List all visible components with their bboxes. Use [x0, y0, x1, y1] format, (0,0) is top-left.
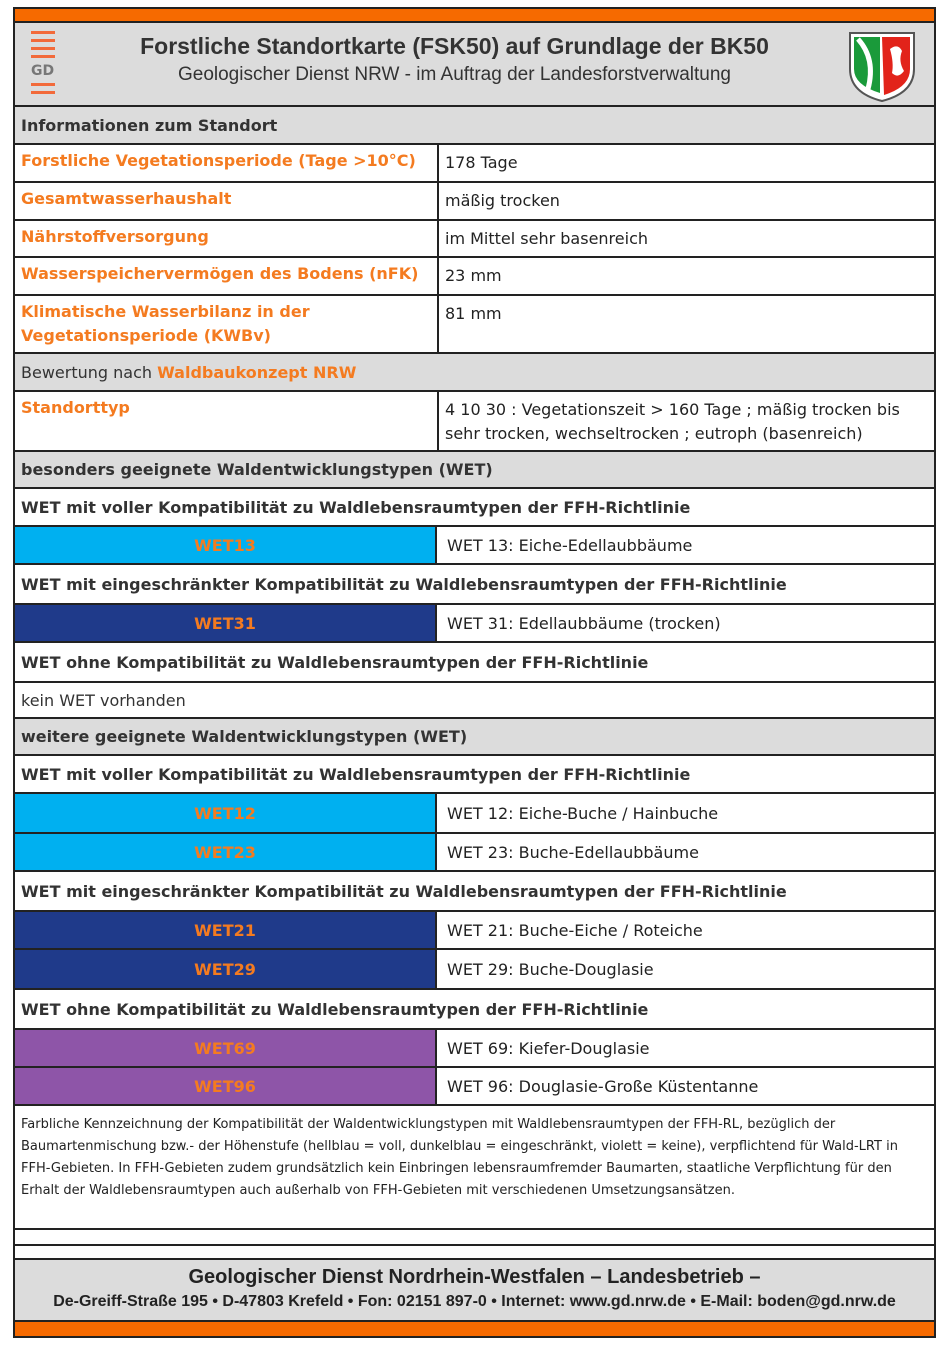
- wet-row: WET69 WET 69: Kiefer-Douglasie: [15, 1030, 934, 1068]
- footer-contact: De-Greiff-Straße 195 • D-47803 Krefeld •…: [53, 1293, 896, 1310]
- footer: Geologischer Dienst Nordrhein-Westfalen …: [15, 1260, 934, 1322]
- bewertung-heading: Bewertung nach Waldbaukonzept NRW: [15, 354, 934, 392]
- section-heading: weitere geeignete Waldentwicklungstypen …: [15, 719, 934, 756]
- bewertung-prefix: Bewertung nach: [21, 362, 158, 382]
- spacer-row: [15, 1230, 934, 1246]
- wet-description: WET 31: Edellaubbäume (trocken): [447, 613, 721, 633]
- wet-row: WET21 WET 21: Buche-Eiche / Roteiche: [15, 912, 934, 950]
- info-row: Klimatische Wasserbilanz in der Vegetati…: [15, 296, 934, 354]
- info-value: mäßig trocken: [445, 191, 560, 210]
- wet-description: WET 69: Kiefer-Douglasie: [447, 1038, 650, 1058]
- info-value: 178 Tage: [445, 153, 518, 172]
- info-value: 81 mm: [445, 304, 502, 323]
- standorttyp-label: Standorttyp: [15, 392, 439, 450]
- footer-org: Geologischer Dienst Nordrhein-Westfalen …: [188, 1266, 761, 1288]
- wet-description: WET 21: Buche-Eiche / Roteiche: [447, 920, 703, 940]
- info-value: im Mittel sehr basenreich: [445, 229, 649, 248]
- wet-code-cell: WET21: [15, 912, 437, 948]
- waldbaukonzept-link[interactable]: Waldbaukonzept NRW: [157, 362, 357, 382]
- wet-code-cell: WET96: [15, 1068, 437, 1104]
- wet-description: WET 23: Buche-Edellaubbäume: [447, 842, 699, 862]
- gd-logo: GD: [31, 31, 57, 99]
- gd-logo-text: GD: [31, 63, 55, 79]
- info-label: Gesamtwasserhaushalt: [15, 183, 439, 219]
- wet-row: WET29 WET 29: Buche-Douglasie: [15, 950, 934, 990]
- info-row: Nährstoffversorgung im Mittel sehr basenr…: [15, 221, 934, 258]
- wet-row: WET23 WET 23: Buche-Edellaubbäume: [15, 834, 934, 872]
- info-value: 23 mm: [445, 266, 502, 285]
- site-report: GD Forstliche Standortkarte (FSK50) auf …: [13, 7, 936, 1338]
- info-row: Gesamtwasserhaushalt mäßig trocken: [15, 183, 934, 221]
- wet-code-cell: WET12: [15, 794, 437, 832]
- no-wet-text: kein WET vorhanden: [21, 690, 186, 710]
- category-heading: WET mit eingeschränkter Kompatibilität z…: [21, 574, 787, 594]
- info-label: Nährstoffversorgung: [15, 221, 439, 256]
- wet-row: WET31 WET 31: Edellaubbäume (trocken): [15, 605, 934, 643]
- wet-code-cell: WET31: [15, 605, 437, 641]
- category-heading: WET ohne Kompatibilität zu Waldlebensrau…: [21, 999, 649, 1019]
- top-accent-bar: [15, 9, 934, 23]
- spacer-row: [15, 1246, 934, 1260]
- category-heading: WET ohne Kompatibilität zu Waldlebensrau…: [21, 652, 649, 672]
- bottom-accent-bar: [15, 1322, 934, 1336]
- info-label: Wasserspeichervermögen des Bodens (nFK): [15, 258, 439, 294]
- wet-row: WET13 WET 13: Eiche-Edellaubbäume: [15, 527, 934, 565]
- standorttyp-row: Standorttyp 4 10 30 : Vegetationszeit > 1…: [15, 392, 934, 452]
- page-subtitle: Geologischer Dienst NRW - im Auftrag der…: [177, 64, 731, 85]
- wet-code-cell: WET13: [15, 527, 437, 563]
- category-heading: WET mit eingeschränkter Kompatibilität z…: [21, 881, 787, 901]
- info-row: Wasserspeichervermögen des Bodens (nFK) 2…: [15, 258, 934, 296]
- info-label: Klimatische Wasserbilanz in der Vegetati…: [15, 296, 439, 352]
- section-heading: Informationen zum Standort: [15, 107, 934, 145]
- category-heading: WET mit voller Kompatibilität zu Waldleb…: [21, 497, 691, 517]
- wet-code-cell: WET29: [15, 950, 437, 988]
- wet-description: WET 96: Douglasie-Große Küstentanne: [447, 1076, 759, 1096]
- wet-row: WET96 WET 96: Douglasie-Große Küstentanne: [15, 1068, 934, 1106]
- section-heading: besonders geeignete Waldentwicklungstype…: [15, 452, 934, 489]
- wet-row: WET12 WET 12: Eiche-Buche / Hainbuche: [15, 794, 934, 834]
- page-title: Forstliche Standortkarte (FSK50) auf Gru…: [140, 33, 769, 59]
- wet-code-cell: WET23: [15, 834, 437, 870]
- wet-code-cell: WET69: [15, 1030, 437, 1066]
- info-row: Forstliche Vegetationsperiode (Tage >10°…: [15, 145, 934, 183]
- info-label: Forstliche Vegetationsperiode (Tage >10°…: [15, 145, 439, 181]
- standorttyp-value: 4 10 30 : Vegetationszeit > 160 Tage ; m…: [445, 400, 900, 443]
- category-heading: WET mit voller Kompatibilität zu Waldleb…: [21, 764, 691, 784]
- wet-description: WET 29: Buche-Douglasie: [447, 959, 654, 979]
- color-legend-note: Farbliche Kennzeichnung der Kompatibilit…: [15, 1106, 934, 1230]
- wet-description: WET 13: Eiche-Edellaubbäume: [447, 535, 693, 555]
- header: GD Forstliche Standortkarte (FSK50) auf …: [15, 23, 934, 107]
- nrw-coat-of-arms-icon: [849, 32, 915, 103]
- wet-description: WET 12: Eiche-Buche / Hainbuche: [447, 803, 719, 823]
